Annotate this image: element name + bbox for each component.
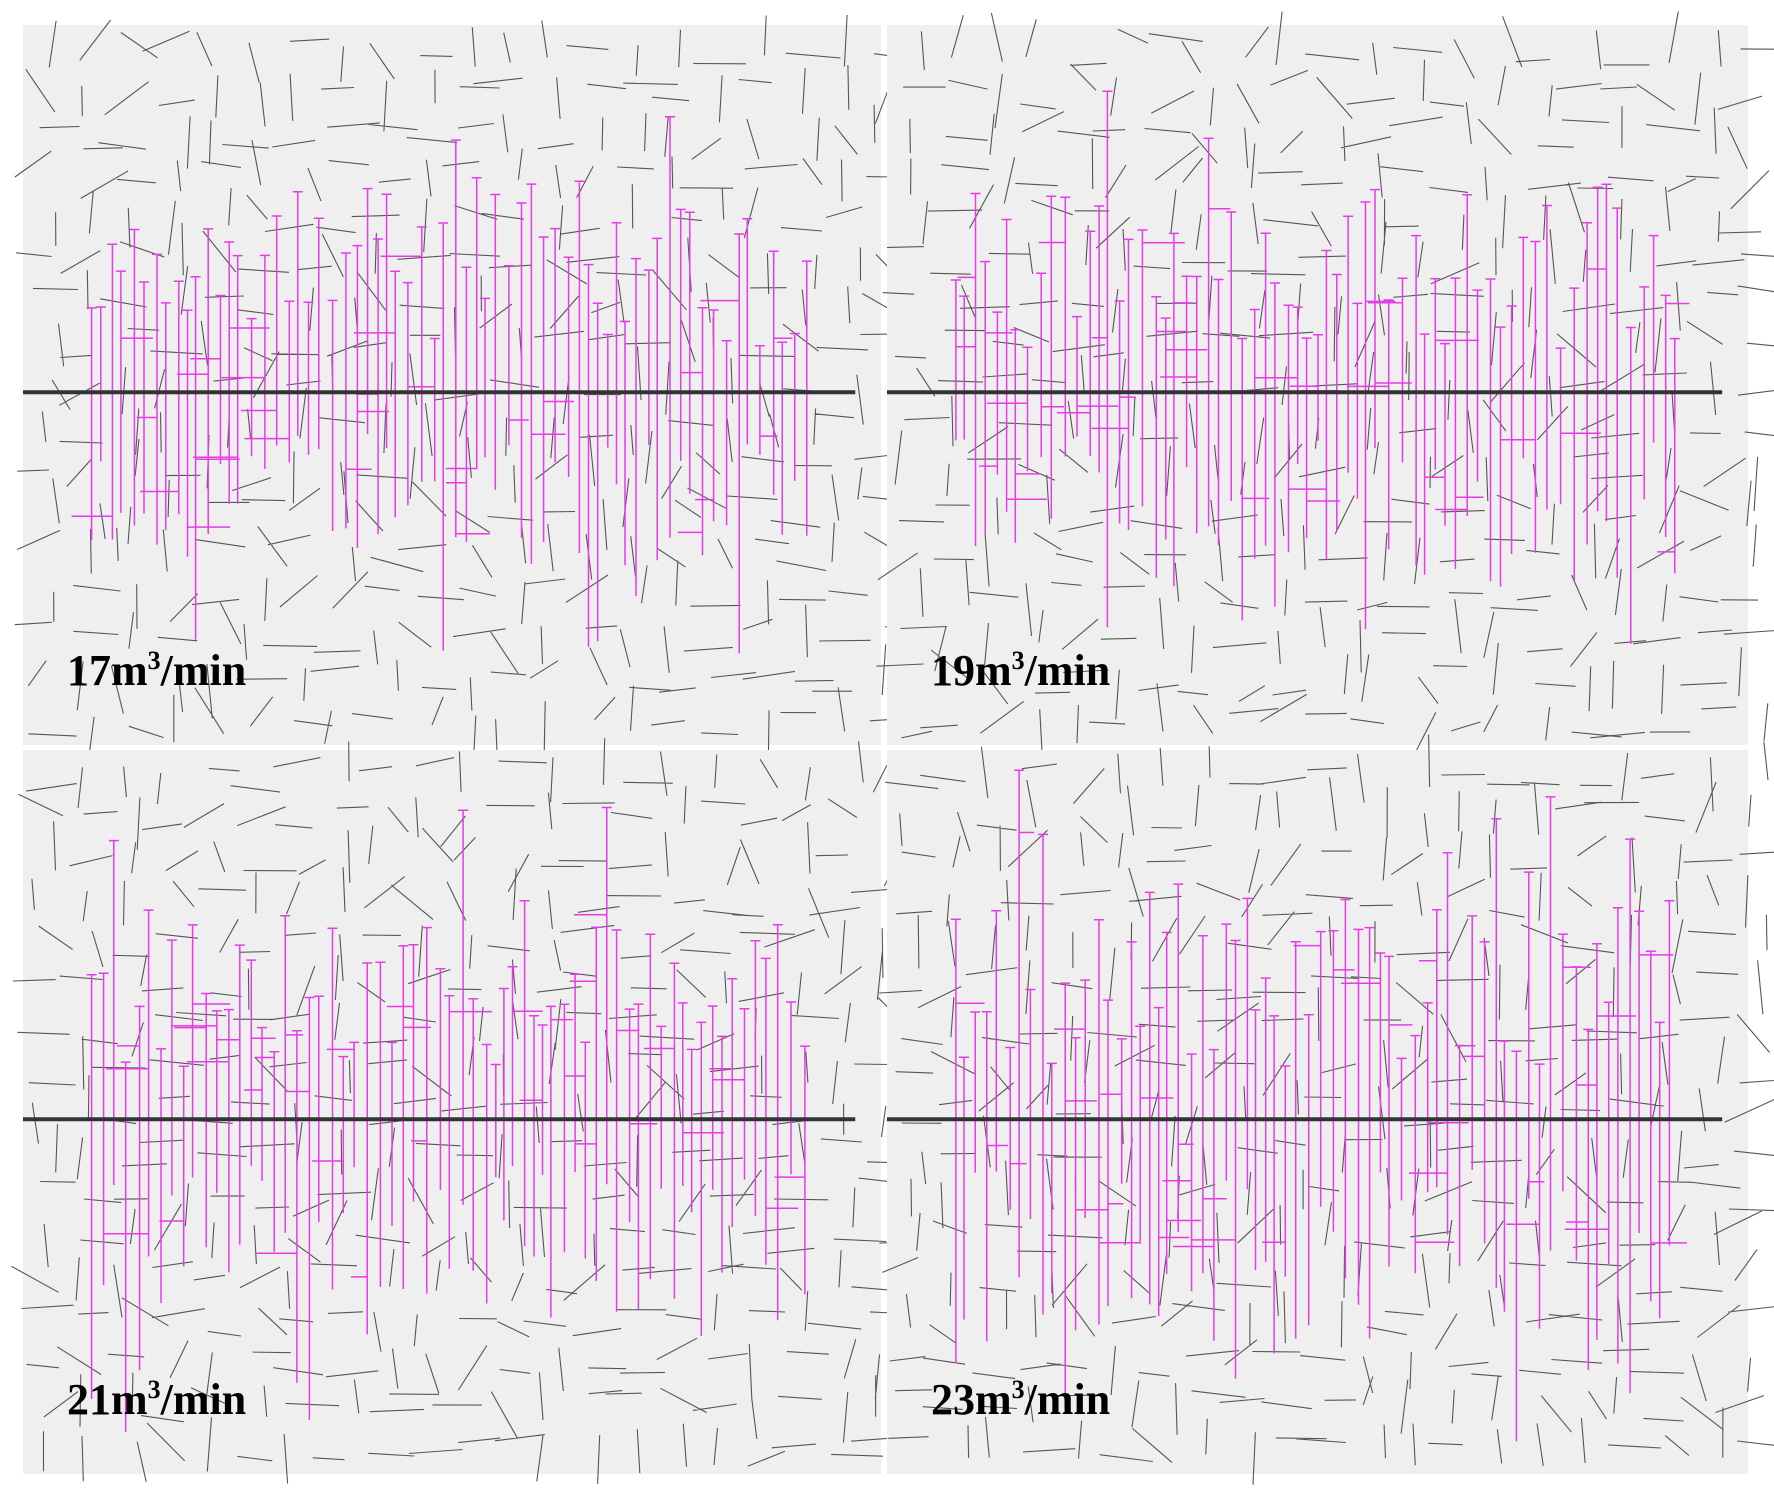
rate-label: 21m3/min bbox=[67, 1375, 246, 1424]
rate-superscript: 3 bbox=[148, 1375, 161, 1404]
rate-label: 17m3/min bbox=[67, 646, 246, 695]
rate-unit: /min bbox=[160, 646, 247, 695]
rate-label: 23m3/min bbox=[931, 1375, 1110, 1424]
panel: 21m3/min bbox=[11, 738, 916, 1484]
rate-superscript: 3 bbox=[148, 646, 161, 675]
rate-unit: /min bbox=[1024, 646, 1111, 695]
natural-fractures bbox=[879, 734, 1774, 1485]
rate-label: 19m3/min bbox=[931, 646, 1110, 695]
panel: 23m3/min bbox=[879, 734, 1774, 1485]
rate-superscript: 3 bbox=[1012, 1375, 1025, 1404]
rate-value: 21m bbox=[67, 1375, 148, 1424]
panel-background bbox=[23, 750, 881, 1474]
panel: 17m3/min bbox=[14, 14, 919, 755]
panel: 19m3/min bbox=[876, 11, 1774, 761]
rate-unit: /min bbox=[160, 1375, 247, 1424]
hydraulic-fractures bbox=[950, 90, 1690, 644]
rate-superscript: 3 bbox=[1012, 646, 1025, 675]
panel-background bbox=[887, 750, 1748, 1474]
rate-unit: /min bbox=[1024, 1375, 1111, 1424]
rate-value: 19m bbox=[931, 646, 1012, 695]
rate-value: 17m bbox=[67, 646, 148, 695]
rate-value: 23m bbox=[931, 1375, 1012, 1424]
panel-background bbox=[23, 25, 881, 745]
